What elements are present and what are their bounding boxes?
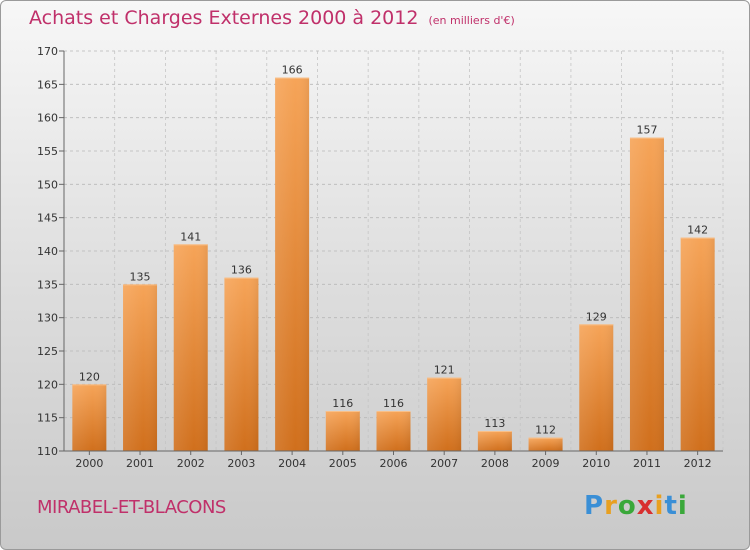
y-tick-label: 145 [37, 212, 58, 225]
x-tick-label: 2001 [126, 457, 154, 470]
data-label: 113 [484, 417, 505, 430]
y-tick-label: 110 [37, 445, 58, 458]
x-tick-label: 2008 [481, 457, 509, 470]
bar-shine [477, 431, 512, 451]
logo-letter: P [584, 491, 605, 521]
bar-shine [325, 411, 360, 451]
y-tick-label: 165 [37, 78, 58, 91]
x-tick-label: 2002 [177, 457, 205, 470]
proxiti-logo: Proxiti [584, 491, 688, 521]
bar-shine [579, 324, 614, 451]
x-tick-label: 2003 [227, 457, 255, 470]
y-tick-label: 140 [37, 245, 58, 258]
data-label: 166 [282, 64, 303, 77]
x-tick-label: 2005 [329, 457, 357, 470]
data-label: 141 [180, 230, 201, 243]
data-label: 135 [130, 270, 151, 283]
y-tick-label: 150 [37, 178, 58, 191]
bar-shine [376, 411, 411, 451]
data-label: 116 [332, 397, 353, 410]
logo-letter: o [617, 491, 637, 521]
x-tick-label: 2011 [633, 457, 661, 470]
x-tick-label: 2007 [430, 457, 458, 470]
x-tick-label: 2004 [278, 457, 306, 470]
y-tick-label: 130 [37, 312, 58, 325]
logo-letter: t [664, 491, 678, 521]
x-tick-label: 2012 [684, 457, 712, 470]
logo-letter: x [636, 491, 655, 521]
bars-layer: 120 135 141 136 166 116 116 121 113 112 129 157 142 [72, 64, 715, 452]
y-tick-label: 135 [37, 278, 58, 291]
chart-title: Achats et Charges Externes 2000 à 2012 (e… [29, 7, 515, 29]
bar-shine [224, 277, 259, 451]
bar-shine [528, 437, 563, 451]
data-label: 120 [79, 370, 100, 383]
logo-letter: i [654, 491, 665, 521]
axis-layer: 110 115 120 125 130 135 140 145 150 155 160 165 170 2… [37, 45, 723, 470]
y-tick-label: 125 [37, 345, 58, 358]
x-tick-label: 2010 [582, 457, 610, 470]
bar-shine [275, 77, 310, 452]
data-label: 129 [586, 310, 607, 323]
data-label: 121 [434, 364, 455, 377]
x-tick-label: 2000 [75, 457, 103, 470]
y-tick-label: 155 [37, 145, 58, 158]
y-tick-label: 160 [37, 112, 58, 125]
logo-letter: r [604, 491, 618, 521]
bar-shine [427, 377, 462, 451]
data-label: 157 [636, 124, 657, 137]
y-tick-label: 170 [37, 45, 58, 58]
bar-shine [173, 244, 208, 451]
bar-shine [680, 237, 715, 451]
unit-label: (en milliers d'€) [428, 14, 515, 27]
y-tick-label: 120 [37, 378, 58, 391]
data-label: 116 [383, 397, 404, 410]
title-text: Achats et Charges Externes 2000 à 2012 [29, 7, 419, 29]
commune-name: MIRABEL-ET-BLACONS [37, 497, 226, 518]
grid-layer [64, 50, 724, 452]
y-tick-label: 115 [37, 412, 58, 425]
bar-shine [123, 284, 158, 451]
data-label: 142 [687, 224, 708, 237]
x-tick-label: 2006 [380, 457, 408, 470]
x-tick-label: 2009 [532, 457, 560, 470]
logo-letter: i [677, 491, 688, 521]
bar-shine [629, 137, 664, 451]
data-label: 136 [231, 264, 252, 277]
bar-shine [72, 384, 107, 451]
data-label: 112 [535, 424, 556, 437]
